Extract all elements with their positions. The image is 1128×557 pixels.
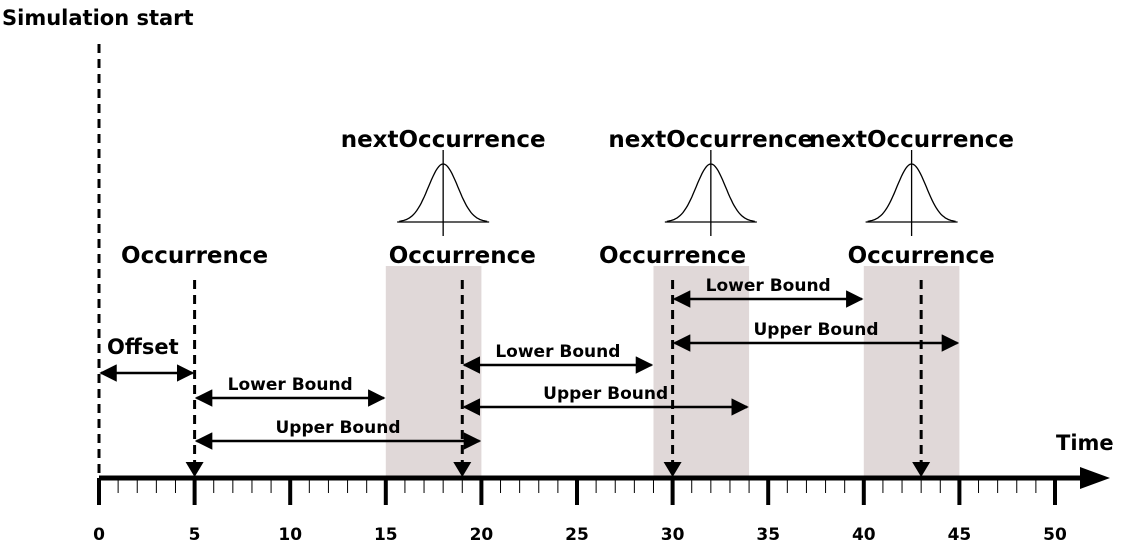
tick-label-45: 45 (948, 525, 972, 545)
occurrence-label-2: Occurrence (599, 243, 746, 269)
offset-label: Offset (107, 335, 179, 359)
bounds-layer: Lower Bound Upper Bound Lower Bound Upper B… (99, 276, 960, 450)
occurrence-label-0: Occurrence (121, 243, 268, 269)
occurrence-marker-3 (912, 462, 931, 477)
time-axis-label: Time (1056, 431, 1114, 455)
next-occurrence-label-1: nextOccurrence (608, 127, 813, 153)
axis-arrowhead (1080, 467, 1110, 489)
simulation-start-label: Simulation start (2, 6, 194, 30)
tick-label-0: 0 (93, 525, 105, 545)
next-occurrence-0: nextOccurrence (341, 127, 546, 236)
distribution-layer: nextOccurrence nextOccurrencenextOccurren… (341, 127, 1014, 236)
tick-label-35: 35 (756, 525, 780, 545)
tick-label-10: 10 (278, 525, 302, 545)
tick-label-25: 25 (565, 525, 589, 545)
next-occurrence-2: nextOccurrence (809, 127, 1014, 236)
tick-label-40: 40 (852, 525, 876, 545)
next-occurrence-label-2: nextOccurrence (809, 127, 1014, 153)
occurrence-marker-1 (453, 462, 472, 477)
bound-label-5: Upper Bound (754, 320, 879, 340)
bound-label-2: Lower Bound (495, 342, 620, 362)
tick-label-20: 20 (470, 525, 494, 545)
occurrence-marker-0 (185, 462, 204, 477)
tick-label-30: 30 (661, 525, 685, 545)
occurrence-lines-layer: Occurrence Occurrence Occurrence Occurrence (97, 44, 995, 478)
tick-label-50: 50 (1043, 525, 1067, 545)
bound-label-0: Lower Bound (228, 375, 353, 395)
occurrence-marker-2 (663, 462, 682, 477)
time-axis: 0 5 10 15 20 25 30 35 40 45 50 (93, 467, 1110, 545)
occurrence-window-1 (653, 266, 750, 476)
occurrence-window-2 (863, 266, 960, 476)
next-occurrence-1: nextOccurrence (608, 127, 813, 236)
tick-label-15: 15 (374, 525, 398, 545)
tick-label-5: 5 (189, 525, 201, 545)
bound-label-3: Upper Bound (543, 384, 668, 404)
next-occurrence-label-0: nextOccurrence (341, 127, 546, 153)
occurrence-label-3: Occurrence (848, 243, 995, 269)
occurrence-window-0 (385, 266, 482, 476)
occurrence-label-1: Occurrence (389, 243, 536, 269)
bound-label-4: Lower Bound (706, 276, 831, 296)
bound-label-1: Upper Bound (276, 418, 401, 438)
